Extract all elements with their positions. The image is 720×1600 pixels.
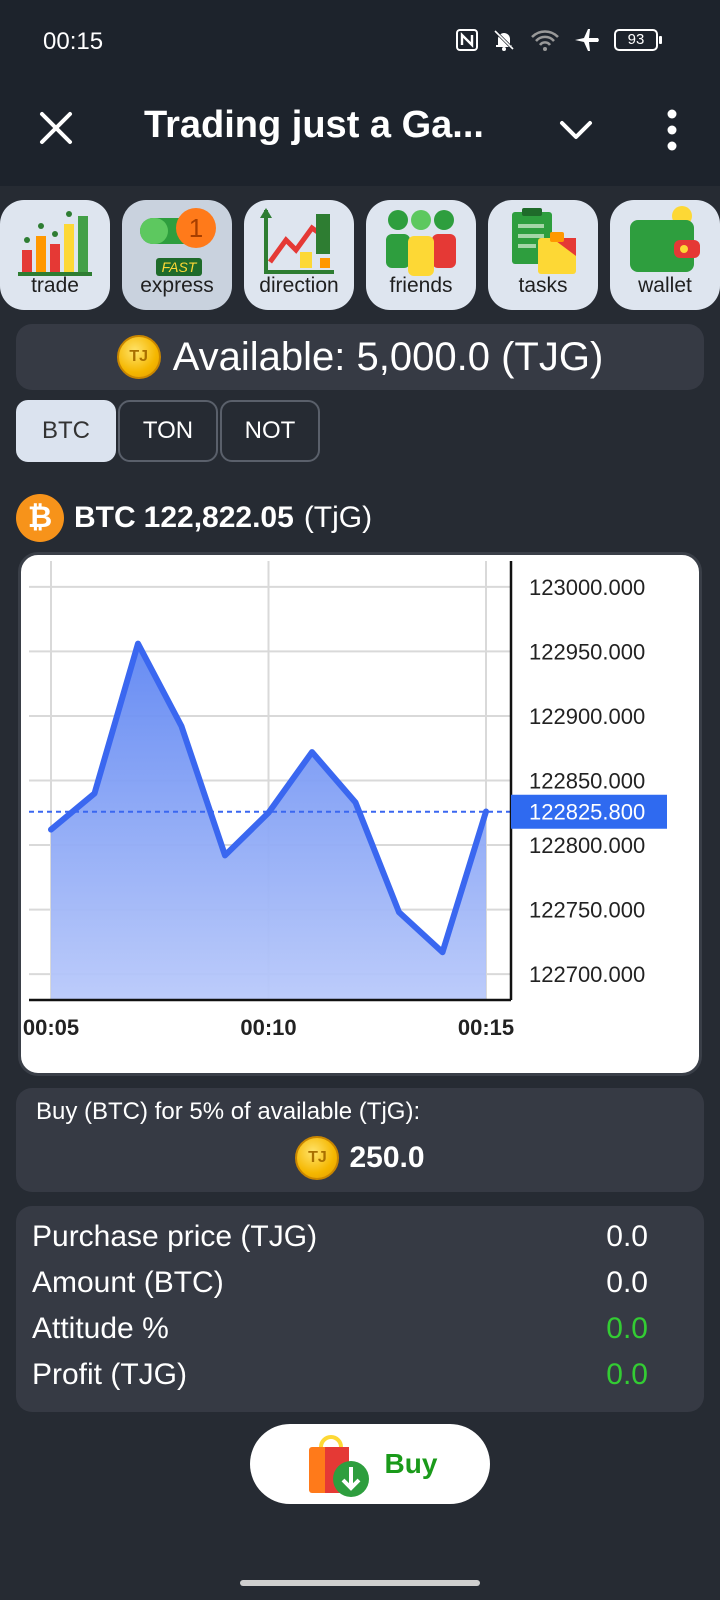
x-tick-label: 00:10 xyxy=(240,1015,296,1040)
stat-value: 0.0 xyxy=(606,1312,648,1345)
tab-friends[interactable]: friends xyxy=(366,200,476,310)
buy-section: Buy (BTC) for 5% of available (TjG): TJ … xyxy=(16,1088,704,1192)
status-icons: 93 xyxy=(456,28,662,52)
asset-tab-btc[interactable]: BTC xyxy=(16,400,116,462)
fast-express-icon: 1 FAST xyxy=(140,208,216,276)
stat-attitude: Attitude % 0.0 xyxy=(32,1306,648,1352)
tab-wallet[interactable]: wallet xyxy=(610,200,720,310)
tab-friends-label: friends xyxy=(389,274,453,297)
available-text: Available: 5,000.0 (TJG) xyxy=(172,334,604,379)
stat-label: Attitude % xyxy=(32,1312,169,1345)
chart-data-point xyxy=(50,829,52,831)
price-symbol: BTC xyxy=(74,501,136,534)
tab-tasks-label: tasks xyxy=(518,274,568,297)
home-indicator[interactable] xyxy=(240,1580,480,1586)
stat-value: 0.0 xyxy=(606,1266,648,1299)
tab-wallet-label: wallet xyxy=(638,274,692,297)
express-badge: 1 xyxy=(189,213,203,243)
stat-amount: Amount (BTC) 0.0 xyxy=(32,1260,648,1306)
buy-button[interactable]: Buy xyxy=(250,1424,490,1504)
status-bar: 00:15 93 xyxy=(0,0,720,82)
battery-indicator: 93 xyxy=(614,29,662,51)
chart-data-point xyxy=(311,751,313,753)
airplane-icon xyxy=(575,29,599,51)
stat-purchase-price: Purchase price (TJG) 0.0 xyxy=(32,1214,648,1260)
y-tick-label: 122900.000 xyxy=(529,704,645,729)
shopping-bag-download-icon xyxy=(308,1435,369,1497)
current-price-label: 122825.800 xyxy=(529,800,645,825)
buy-amount: 250.0 xyxy=(349,1141,425,1174)
chart-data-point xyxy=(94,792,95,794)
chart-data-point xyxy=(224,854,226,856)
stat-label: Purchase price (TJG) xyxy=(32,1220,318,1253)
tab-express-label: express xyxy=(140,274,214,297)
price-chart-svg: 123000.000 122950.000 122900.000 122850.000… xyxy=(23,561,667,1040)
stat-value: 0.0 xyxy=(606,1220,648,1253)
tjg-coin-icon: TJ xyxy=(295,1136,340,1180)
status-time: 00:15 xyxy=(43,28,104,55)
chevron-down-icon[interactable] xyxy=(556,110,596,150)
close-icon[interactable] xyxy=(36,108,76,148)
y-tick-label: 123000.000 xyxy=(529,575,645,600)
bitcoin-icon: ₿ xyxy=(16,494,64,542)
y-tick-label: 122800.000 xyxy=(529,833,645,858)
tjg-coin-icon: TJ xyxy=(116,335,161,379)
chart-area-fill xyxy=(51,643,486,1000)
tab-direction[interactable]: direction xyxy=(244,200,354,310)
friends-icon xyxy=(386,210,456,276)
more-vert-icon[interactable] xyxy=(652,108,692,152)
tab-tasks[interactable]: tasks xyxy=(488,200,598,310)
express-fast-label: FAST xyxy=(162,259,198,275)
price-line: ₿ BTC 122,822.05 (TjG) xyxy=(16,494,372,542)
chart-data-point xyxy=(442,951,443,953)
tab-direction-label: direction xyxy=(259,274,339,297)
y-tick-label: 122750.000 xyxy=(529,898,645,923)
chart-data-point xyxy=(268,812,269,814)
current-price-badge xyxy=(511,794,667,829)
asset-tab-ton[interactable]: TON xyxy=(118,400,218,462)
price-value: 122,822.05 xyxy=(143,501,294,534)
chart-data-point xyxy=(181,725,182,727)
stat-profit: Profit (TJG) 0.0 xyxy=(32,1352,648,1398)
page-title: Trading just a Ga... xyxy=(144,104,484,146)
x-tick-label: 00:05 xyxy=(23,1015,79,1040)
asset-tab-not[interactable]: NOT xyxy=(220,400,320,462)
y-tick-label: 122700.000 xyxy=(529,962,645,987)
x-tick-label: 00:15 xyxy=(458,1015,514,1040)
available-balance: TJ Available: 5,000.0 (TJG) xyxy=(16,324,704,390)
app-header: Trading just a Ga... xyxy=(0,82,720,176)
wifi-icon xyxy=(531,30,559,51)
bell-muted-icon xyxy=(493,29,515,51)
asset-selector: BTC TON NOT xyxy=(16,400,320,462)
feature-tabs: trade 1 FAST express direction friends xyxy=(0,200,720,312)
tab-trade[interactable]: trade xyxy=(0,200,110,310)
buy-button-label: Buy xyxy=(384,1448,438,1479)
tab-express[interactable]: 1 FAST express xyxy=(122,200,232,310)
price-unit: (TjG) xyxy=(303,501,373,534)
stat-value: 0.0 xyxy=(606,1358,648,1391)
chart-data-point xyxy=(137,643,139,645)
tab-trade-label: trade xyxy=(31,274,79,297)
chart-data-point xyxy=(355,801,356,803)
direction-chart-icon xyxy=(260,208,334,274)
price-chart[interactable]: 123000.000 122950.000 122900.000 122850.000… xyxy=(18,552,702,1076)
chart-data-point xyxy=(398,911,400,913)
bar-chart-icon xyxy=(18,211,92,276)
buy-amount-row[interactable]: TJ 250.0 xyxy=(16,1136,704,1180)
y-tick-label: 122850.000 xyxy=(529,769,645,794)
tasks-icon xyxy=(512,208,576,274)
stat-label: Amount (BTC) xyxy=(32,1266,224,1299)
buy-label: Buy (BTC) for 5% of available (TjG): xyxy=(36,1098,421,1125)
chart-data-point xyxy=(485,810,487,812)
stat-label: Profit (TJG) xyxy=(32,1358,187,1391)
wallet-icon xyxy=(630,206,700,272)
nfc-icon xyxy=(456,29,478,51)
position-stats: Purchase price (TJG) 0.0 Amount (BTC) 0.… xyxy=(16,1206,704,1412)
y-tick-label: 122950.000 xyxy=(529,639,645,664)
